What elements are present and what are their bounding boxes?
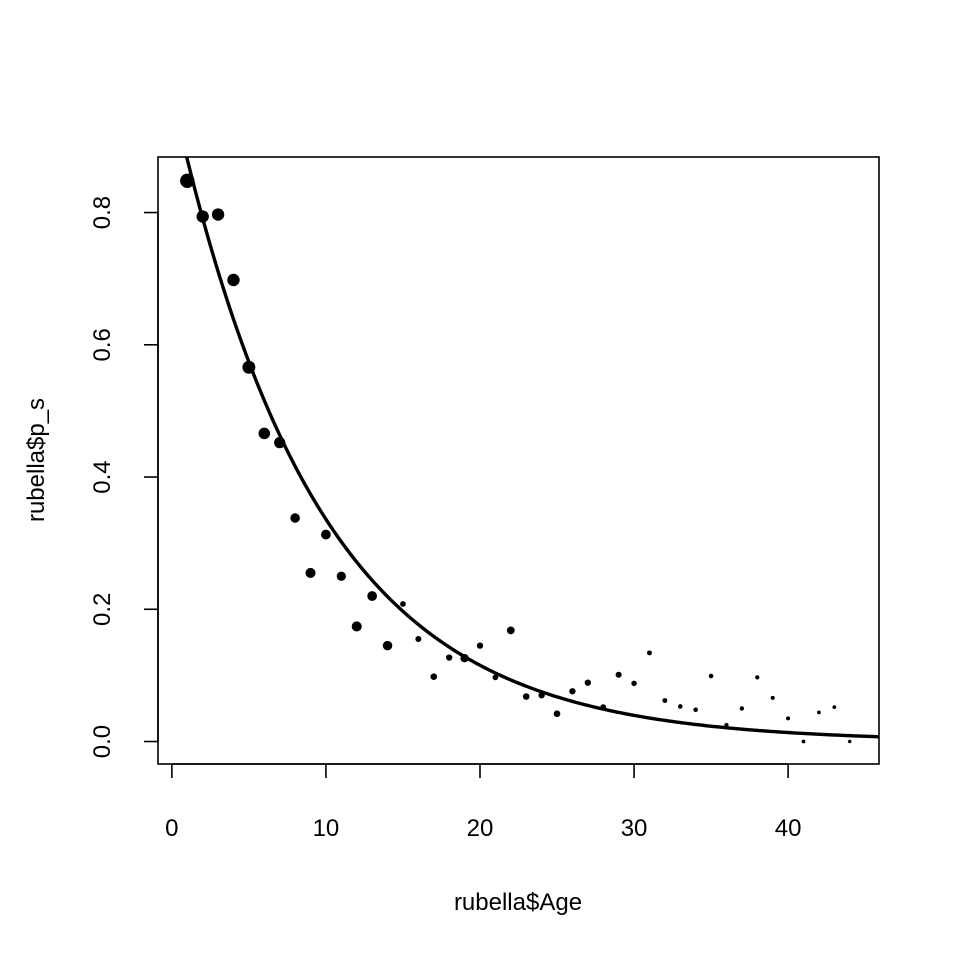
data-point <box>415 636 422 643</box>
x-tick-label: 0 <box>165 815 178 842</box>
data-point <box>569 688 576 695</box>
y-axis-title: rubella$p_s <box>23 398 50 522</box>
x-axis-title: rubella$Age <box>454 889 582 916</box>
data-point <box>351 621 362 632</box>
data-point <box>553 710 561 718</box>
data-point <box>522 693 530 700</box>
data-point <box>242 360 256 374</box>
data-point <box>584 679 591 686</box>
data-point <box>506 626 515 635</box>
y-tick-label: 0.0 <box>89 725 116 758</box>
data-point <box>832 705 837 710</box>
data-point <box>647 650 652 656</box>
y-axis: 0.0 0.2 0.4 0.6 0.8 <box>89 196 159 758</box>
x-tick-label: 10 <box>313 815 340 842</box>
data-point <box>786 716 791 721</box>
data-point <box>274 437 286 449</box>
data-point <box>446 654 453 661</box>
data-point <box>615 671 622 678</box>
data-point <box>196 210 209 223</box>
data-point <box>677 704 683 709</box>
data-point <box>227 273 240 287</box>
data-point <box>476 642 484 649</box>
x-axis: 0 10 20 30 40 <box>165 763 802 842</box>
data-point <box>400 601 406 607</box>
data-point <box>724 722 729 728</box>
data-point <box>290 513 300 523</box>
data-point <box>631 680 637 687</box>
x-tick-label: 40 <box>775 815 802 842</box>
data-point <box>258 427 271 440</box>
data-point <box>817 710 821 715</box>
fit-curve-layer <box>184 157 879 739</box>
data-point <box>180 173 195 189</box>
y-tick-label: 0.8 <box>89 196 116 229</box>
data-point <box>755 675 760 680</box>
y-tick-label: 0.6 <box>89 328 116 361</box>
data-point <box>770 695 775 700</box>
data-point <box>739 706 745 711</box>
data-point <box>211 208 225 221</box>
data-point <box>662 698 668 703</box>
x-tick-label: 30 <box>621 815 648 842</box>
x-tick-label: 20 <box>467 815 494 842</box>
y-tick-label: 0.4 <box>89 460 116 493</box>
data-point <box>305 567 316 578</box>
data-point <box>321 529 331 540</box>
data-point <box>460 654 469 663</box>
data-points-layer <box>180 173 852 744</box>
data-point <box>600 704 607 711</box>
data-point <box>336 571 346 581</box>
data-point <box>492 674 499 681</box>
data-point <box>801 739 806 744</box>
data-point <box>382 640 393 651</box>
data-point <box>693 707 698 713</box>
data-point <box>538 692 545 699</box>
y-tick-label: 0.2 <box>89 593 116 626</box>
data-point <box>367 591 378 601</box>
data-point <box>708 673 714 679</box>
fit-curve <box>184 157 879 739</box>
data-point <box>430 673 438 681</box>
data-point <box>847 739 852 744</box>
